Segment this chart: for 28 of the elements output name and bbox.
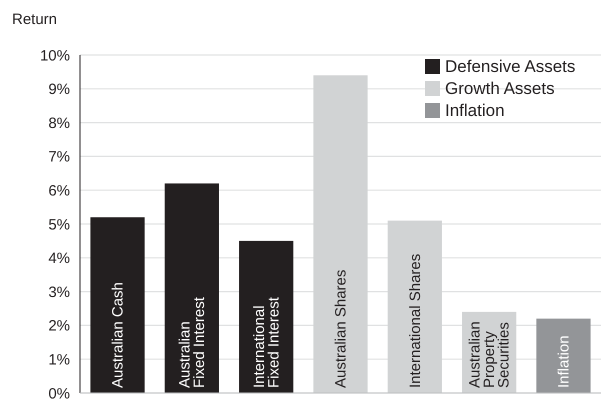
x-tick-label: Australian Property Securities (466, 321, 513, 388)
bar (313, 75, 368, 393)
legend-label: Defensive Assets (445, 57, 576, 76)
legend-label: Inflation (445, 101, 505, 120)
bar (164, 183, 219, 393)
x-tick-label: Inflation (555, 335, 572, 388)
y-tick-label: 7% (48, 148, 70, 166)
bar (388, 220, 442, 393)
bar (239, 240, 294, 393)
y-tick-label: 0% (48, 385, 70, 400)
y-tick-label: 4% (48, 250, 70, 268)
x-tick-label: International Shares (406, 254, 424, 388)
y-tick-label: 1% (48, 351, 70, 368)
y-tick-label: 9% (48, 81, 70, 98)
x-tick-label: Australian Fixed Interest (176, 296, 208, 388)
y-tick-label: 6% (48, 182, 70, 200)
x-tick-label: Australian Shares (332, 270, 350, 388)
x-tick-label: Australian Cash (110, 282, 127, 388)
y-tick-label: 2% (48, 318, 70, 335)
y-tick-label: 5% (48, 216, 70, 234)
legend-label: Growth Assets (445, 79, 555, 98)
bar (90, 217, 145, 393)
y-tick-label: 8% (48, 114, 70, 132)
y-tick-label: 10% (40, 47, 70, 64)
x-tick-label: International Fixed Interest (250, 296, 282, 388)
y-tick-label: 3% (48, 284, 70, 301)
y-axis-title: Return (12, 11, 58, 28)
bar (536, 318, 591, 393)
